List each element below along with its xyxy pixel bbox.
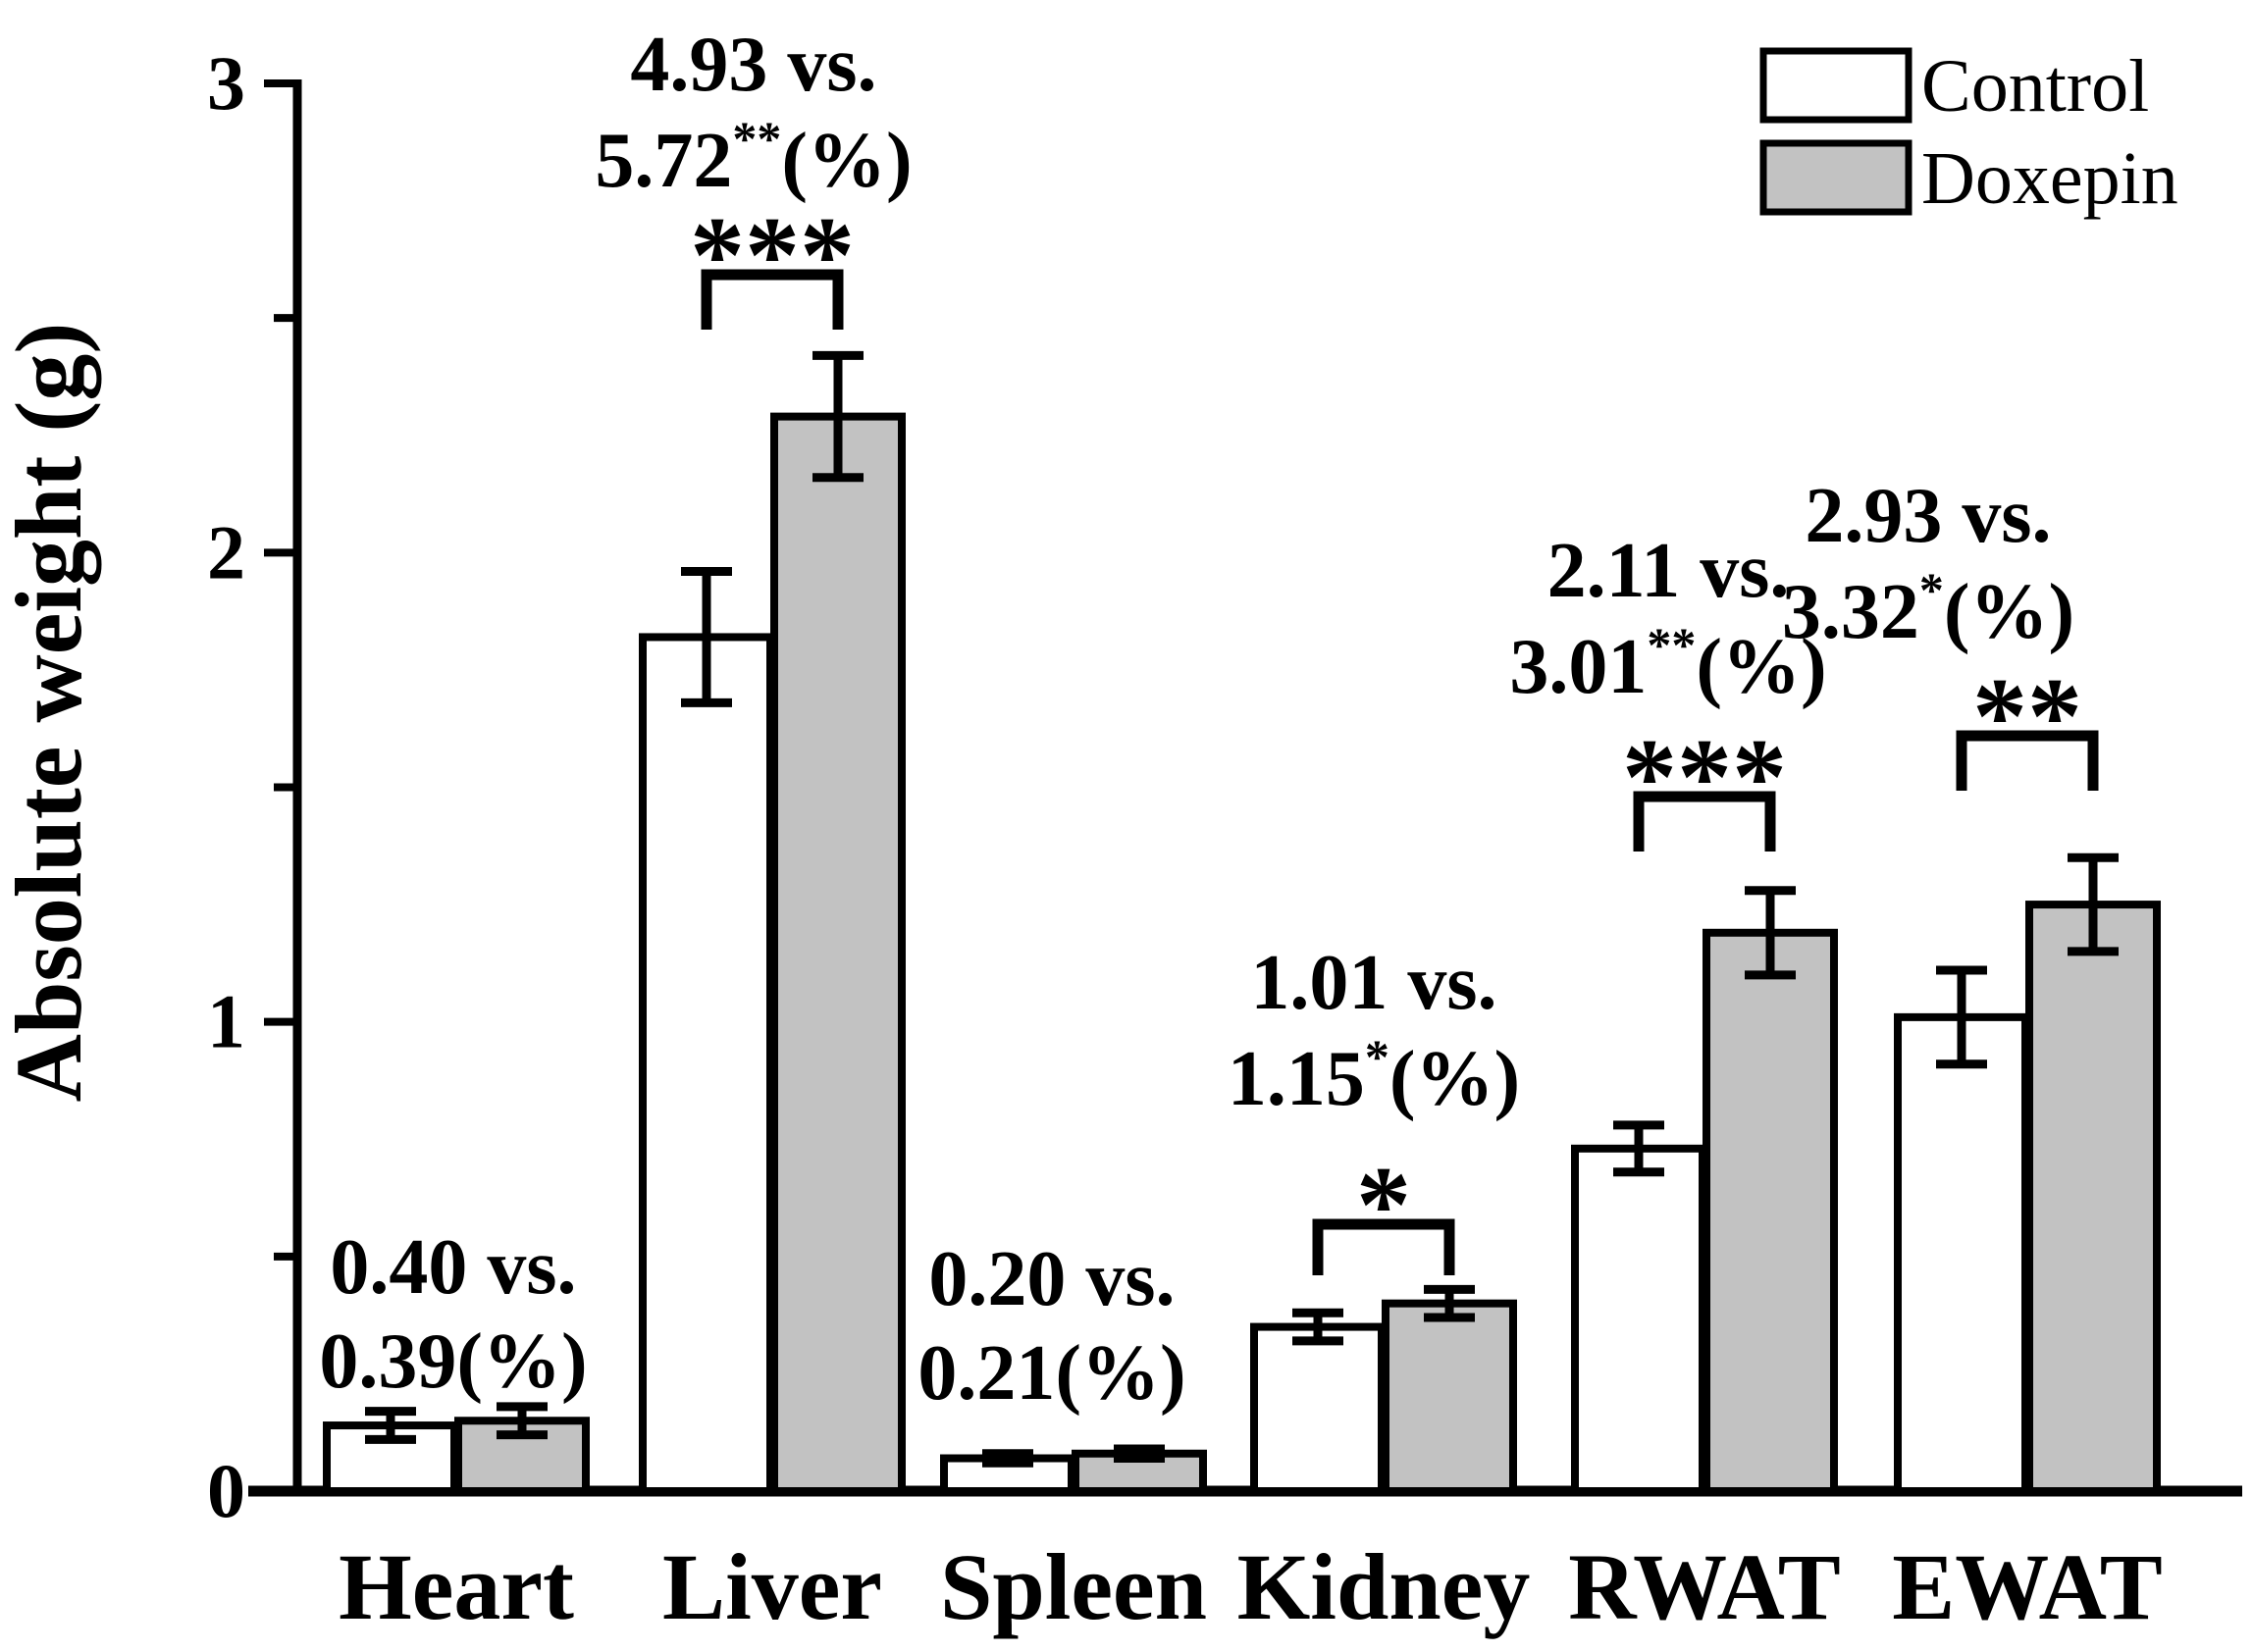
sig-stars-rwat: ***: [1622, 717, 1787, 839]
category-label-liver: Liver: [662, 1534, 882, 1639]
annotation-heart-line2: 0.39(%): [319, 1318, 587, 1405]
annotation-heart-line1: 0.40 vs.: [330, 1224, 576, 1311]
sig-bracket-liver: [701, 269, 844, 330]
annotation-rwat-line2: 3.01**(%): [1509, 617, 1826, 710]
y-tick-label-0: 0: [207, 1448, 245, 1533]
sig-stars-ewat: **: [1972, 656, 2082, 778]
legend-box-doxepin: [1759, 139, 1912, 216]
annotation-rwat-line1: 2.11 vs.: [1547, 528, 1790, 614]
bar-ewat-control: [1894, 1012, 2029, 1495]
annotation-liver-line1: 4.93 vs.: [630, 22, 876, 108]
annotation-ewat-line2: 3.32*(%): [1782, 562, 2074, 655]
category-label-heart: Heart: [339, 1534, 574, 1639]
legend-box-control: [1759, 47, 1912, 124]
bar-kidney-doxepin: [1382, 1299, 1517, 1495]
sig-bracket-ewat: [1956, 730, 2099, 791]
sig-stars-liver: ***: [690, 195, 855, 317]
sig-stars-kidney: *: [1356, 1145, 1411, 1266]
bar-liver-doxepin: [770, 412, 906, 1495]
legend-label-control: Control: [1921, 45, 2149, 128]
sig-bracket-rwat: [1633, 791, 1776, 852]
annotation-spleen-line2: 0.21(%): [917, 1330, 1185, 1417]
category-label-ewat: EWAT: [1892, 1534, 2163, 1639]
bar-ewat-doxepin: [2025, 901, 2161, 1495]
y-axis-title: Absolute weight (g): [0, 323, 101, 1103]
sig-bracket-kidney: [1312, 1218, 1455, 1275]
annotation-kidney-line1: 1.01 vs.: [1250, 940, 1496, 1026]
y-tick-label-1: 1: [207, 979, 245, 1064]
bar-rwat-control: [1571, 1144, 1706, 1495]
category-label-kidney: Kidney: [1237, 1534, 1531, 1639]
annotation-liver-line2: 5.72**(%): [595, 111, 912, 204]
bar-kidney-control: [1250, 1322, 1386, 1496]
legend-label-doxepin: Doxepin: [1921, 137, 2178, 220]
category-label-spleen: Spleen: [940, 1534, 1207, 1639]
annotation-kidney-line2: 1.15*(%): [1228, 1029, 1520, 1122]
bar-rwat-doxepin: [1703, 928, 1838, 1495]
category-label-rwat: RWAT: [1568, 1534, 1841, 1639]
y-tick-label-2: 2: [207, 509, 245, 594]
annotation-spleen-line1: 0.20 vs.: [928, 1236, 1175, 1322]
y-tick-label-3: 3: [207, 40, 245, 126]
bar-liver-control: [639, 633, 774, 1495]
annotation-ewat-line1: 2.93 vs.: [1805, 473, 2051, 559]
